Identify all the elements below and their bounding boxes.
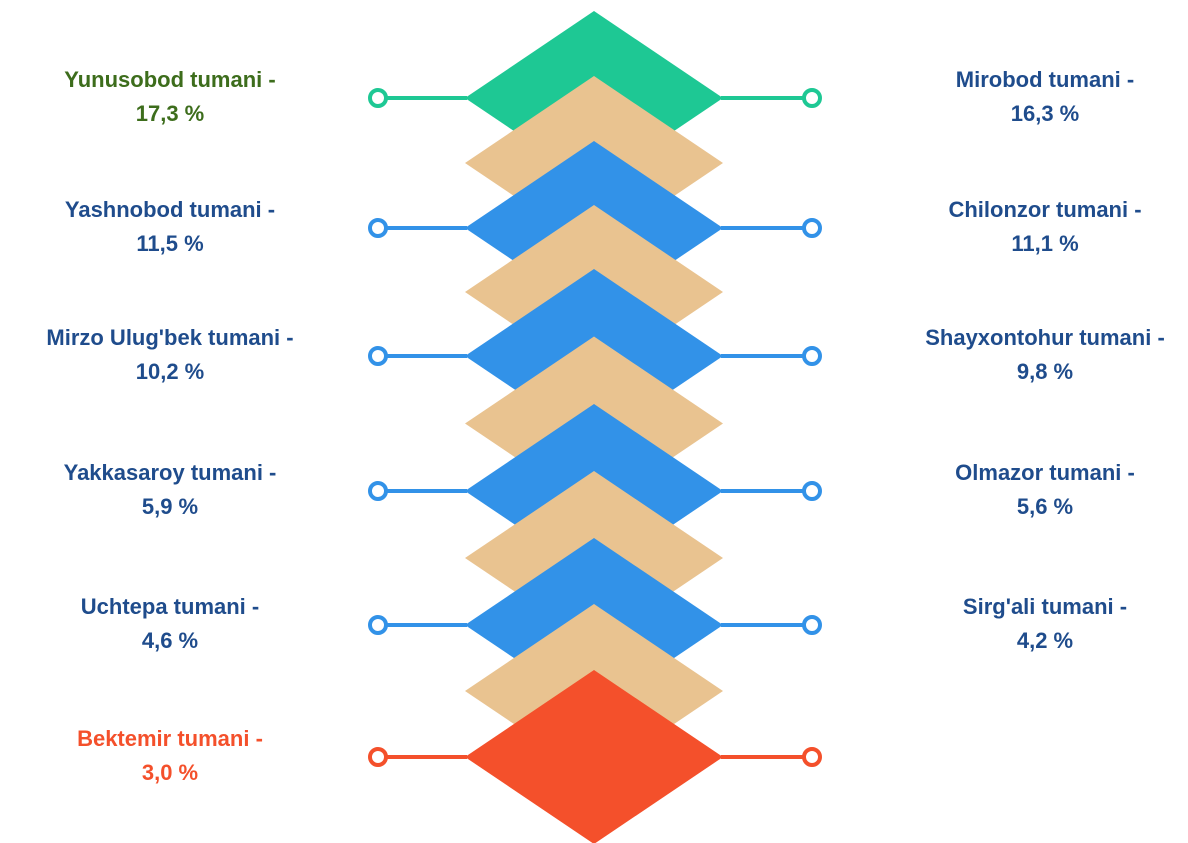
district-label: Yakkasaroy tumani - — [64, 460, 277, 485]
district-label: Yunusobod tumani - — [64, 67, 275, 92]
connector-dot — [368, 88, 388, 108]
district-label: Mirobod tumani - — [956, 67, 1134, 92]
district-value: 10,2 % — [136, 359, 205, 384]
district-label: Sirg'ali tumani - — [963, 594, 1127, 619]
district-value: 17,3 % — [136, 101, 205, 126]
district-value: 3,0 % — [142, 760, 198, 785]
district-value: 5,6 % — [1017, 494, 1073, 519]
connector-dot — [368, 481, 388, 501]
district-label: Bektemir tumani - — [77, 726, 263, 751]
district-label: Shayxontohur tumani - — [925, 325, 1165, 350]
district-value: 4,2 % — [1017, 628, 1073, 653]
district-label: Olmazor tumani - — [955, 460, 1135, 485]
district-label: Mirzo Ulug'bek tumani - — [46, 325, 293, 350]
connector-dot — [368, 747, 388, 767]
diamond — [465, 670, 723, 843]
connector-dot — [368, 346, 388, 366]
connector-dot — [368, 218, 388, 238]
district-label: Chilonzor tumani - — [948, 197, 1141, 222]
district-value: 11,5 % — [136, 231, 203, 256]
connector-dot — [802, 346, 822, 366]
connector-dot — [802, 615, 822, 635]
district-value: 11,1 % — [1011, 231, 1078, 256]
connector-dot — [802, 88, 822, 108]
district-label: Uchtepa tumani - — [81, 594, 259, 619]
connector-dot — [802, 747, 822, 767]
district-label: Yashnobod tumani - — [65, 197, 275, 222]
connector-dot — [802, 218, 822, 238]
connector-dot — [368, 615, 388, 635]
connector-dot — [802, 481, 822, 501]
district-value: 4,6 % — [142, 628, 198, 653]
district-value: 5,9 % — [142, 494, 198, 519]
district-value: 9,8 % — [1017, 359, 1073, 384]
district-value: 16,3 % — [1011, 101, 1080, 126]
